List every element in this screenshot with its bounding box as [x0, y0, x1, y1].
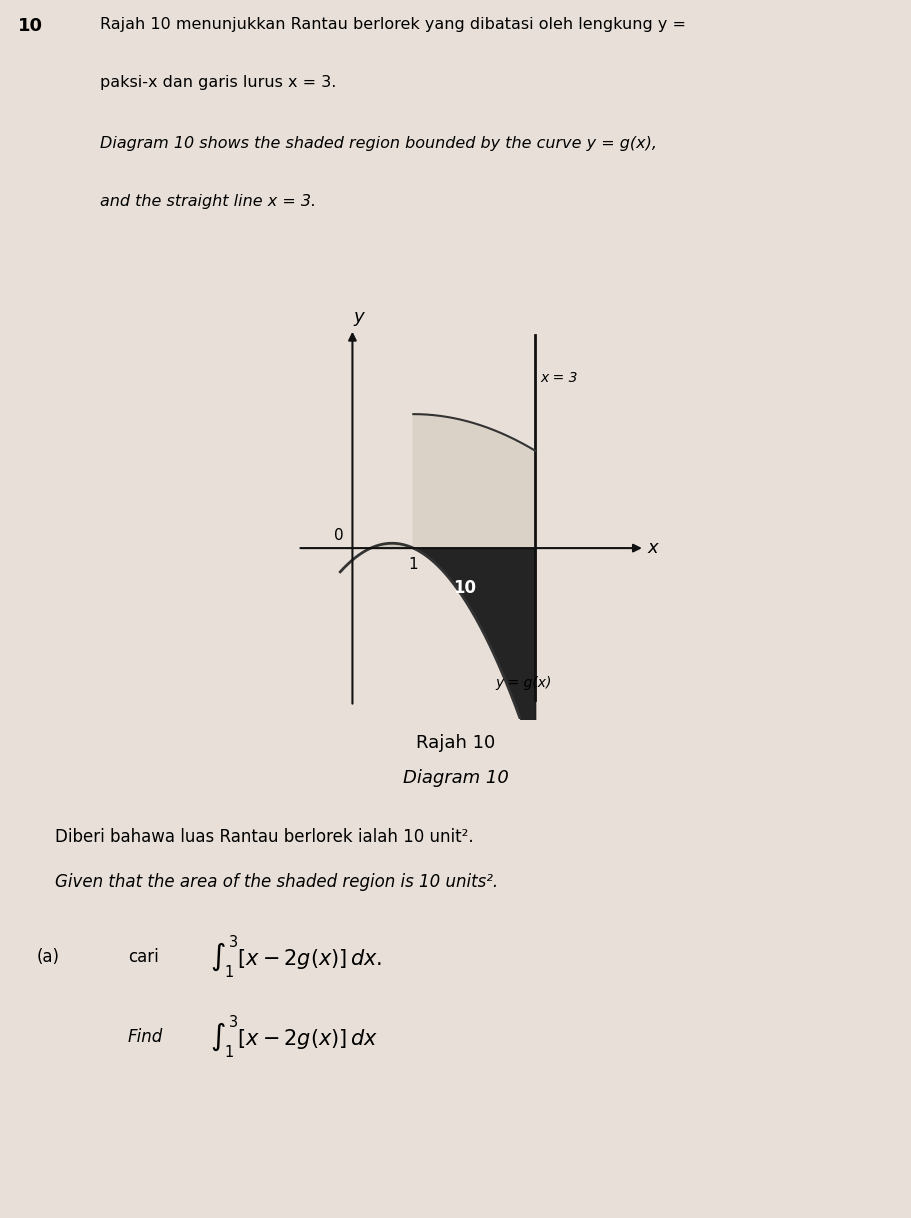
Text: $\int_{1}^{3}[x-2g(x)]\,dx$: $\int_{1}^{3}[x-2g(x)]\,dx$ [210, 1013, 377, 1060]
Text: Rajah 10 menunjukkan Rantau berlorek yang dibatasi oleh lengkung y =: Rajah 10 menunjukkan Rantau berlorek yan… [100, 17, 686, 32]
Text: Diagram 10: Diagram 10 [403, 769, 508, 787]
Text: cari: cari [128, 949, 159, 966]
Text: and the straight line x = 3.: and the straight line x = 3. [100, 195, 316, 209]
Text: $\int_{1}^{3}[x-2g(x)]\,dx.$: $\int_{1}^{3}[x-2g(x)]\,dx.$ [210, 933, 382, 980]
Text: x: x [647, 540, 658, 557]
Text: 0: 0 [333, 529, 343, 543]
Text: (a): (a) [36, 949, 59, 966]
Text: x = 3: x = 3 [539, 371, 577, 385]
Text: paksi-x dan garis lurus x = 3.: paksi-x dan garis lurus x = 3. [100, 76, 336, 90]
Text: y: y [353, 308, 363, 326]
Text: Diagram 10 shows the shaded region bounded by the curve y = g(x),: Diagram 10 shows the shaded region bound… [100, 136, 657, 151]
Text: Find: Find [128, 1028, 163, 1046]
Text: Rajah 10: Rajah 10 [416, 733, 495, 752]
Text: 1: 1 [408, 558, 418, 572]
Text: y = g(x): y = g(x) [495, 676, 551, 689]
Polygon shape [413, 414, 535, 548]
Text: 10: 10 [453, 579, 476, 597]
Text: Diberi bahawa luas Rantau berlorek ialah 10 unit².: Diberi bahawa luas Rantau berlorek ialah… [55, 828, 473, 847]
Text: 10: 10 [18, 17, 43, 35]
Text: Given that the area of the shaded region is 10 units².: Given that the area of the shaded region… [55, 873, 497, 892]
